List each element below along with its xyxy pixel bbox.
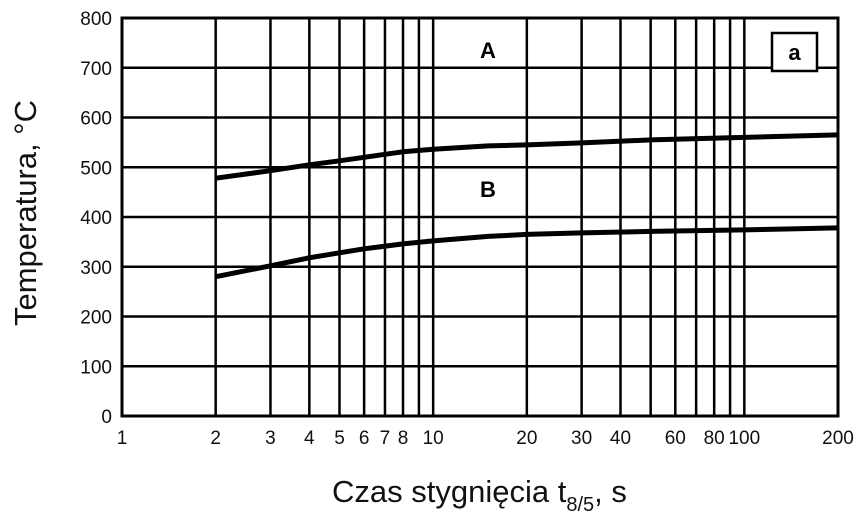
series-line-2 bbox=[215, 225, 839, 280]
x-tick-label: 40 bbox=[610, 428, 631, 449]
x-tick-label: 60 bbox=[665, 428, 686, 449]
x-tick-label: 200 bbox=[822, 428, 854, 449]
region-label-a: A bbox=[480, 38, 496, 63]
curves bbox=[215, 132, 839, 280]
x-axis-title: Czas stygnięcia t8/5, s bbox=[332, 474, 627, 514]
y-tick-label: 300 bbox=[80, 258, 112, 279]
x-tick-label: 80 bbox=[704, 428, 725, 449]
y-tick-label: 700 bbox=[80, 59, 112, 80]
x-tick-label: 10 bbox=[423, 428, 444, 449]
x-tick-label: 30 bbox=[571, 428, 592, 449]
grid bbox=[122, 16, 840, 418]
x-tick-label: 8 bbox=[398, 428, 409, 449]
region-labels: AB bbox=[480, 38, 496, 202]
plot-frame bbox=[120, 16, 840, 418]
x-tick-label: 2 bbox=[210, 428, 221, 449]
y-tick-label: 400 bbox=[80, 208, 112, 229]
x-axis-title-subscript: 8/5 bbox=[566, 494, 594, 514]
x-tick-label: 4 bbox=[304, 428, 315, 449]
x-tick-label: 3 bbox=[265, 428, 276, 449]
x-axis-title-suffix: , s bbox=[594, 474, 627, 509]
y-tick-label: 200 bbox=[80, 308, 112, 329]
y-tick-label: 0 bbox=[101, 407, 112, 428]
y-tick-label: 600 bbox=[80, 109, 112, 130]
y-tick-label: 500 bbox=[80, 158, 112, 179]
y-tick-label: 100 bbox=[80, 357, 112, 378]
y-axis-title: Temperatura, °C bbox=[8, 100, 43, 326]
x-tick-label: 20 bbox=[516, 428, 537, 449]
x-tick-label: 1 bbox=[117, 428, 128, 449]
y-tick-labels: 0 100 200 300 400 500 600 700 800 bbox=[80, 9, 112, 428]
y-tick-label: 800 bbox=[80, 9, 112, 30]
x-tick-label: 7 bbox=[380, 428, 391, 449]
x-tick-label: 100 bbox=[728, 428, 760, 449]
panel-tag: a bbox=[770, 31, 819, 73]
x-axis-title-main: Czas stygnięcia t bbox=[332, 474, 567, 509]
x-tick-label: 6 bbox=[359, 428, 370, 449]
x-tick-labels: 1 2 3 4 5 6 7 8 10 20 30 40 60 80 100 200 bbox=[117, 428, 854, 449]
x-tick-label: 5 bbox=[334, 428, 345, 449]
panel-tag-text: a bbox=[788, 40, 801, 65]
series-line-1 bbox=[215, 132, 839, 181]
panel-tag-box bbox=[770, 31, 819, 73]
region-label-b: B bbox=[480, 177, 496, 202]
